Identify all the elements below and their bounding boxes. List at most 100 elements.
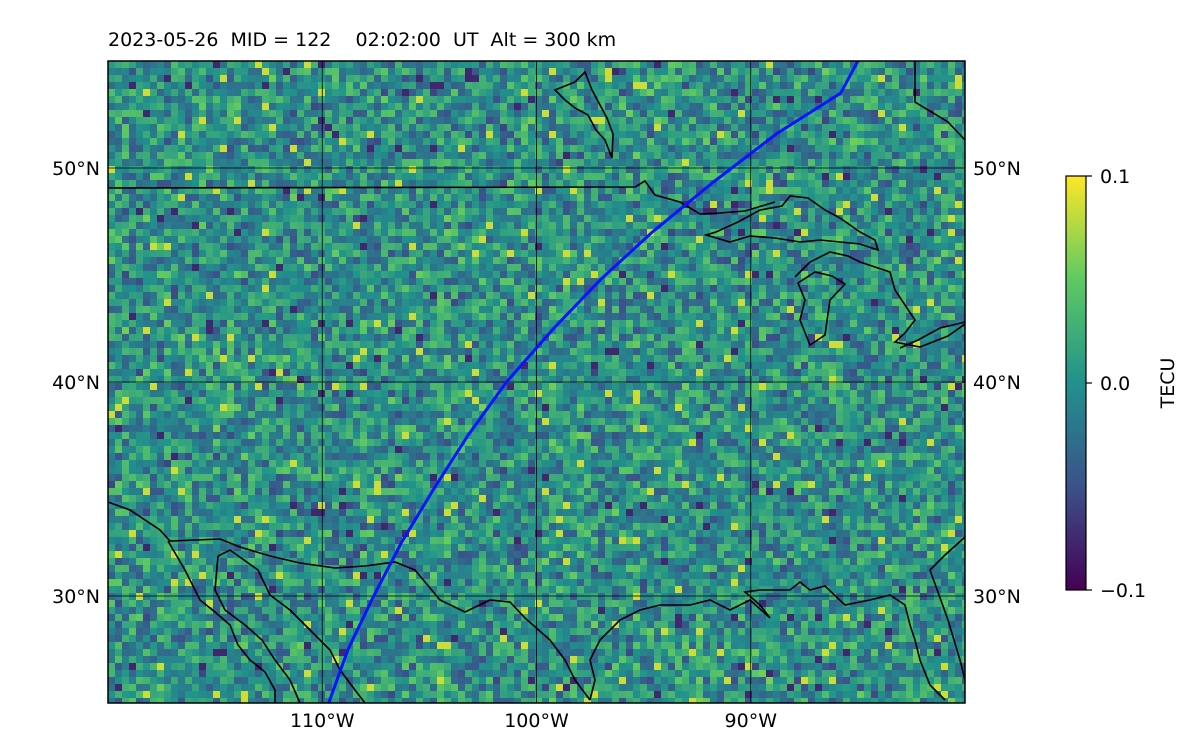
tec-cell	[423, 145, 430, 152]
tec-cell	[458, 89, 465, 96]
tec-cell	[185, 229, 192, 236]
tec-cell	[493, 117, 500, 124]
tec-cell	[752, 110, 759, 117]
tec-cell	[955, 82, 962, 89]
tec-cell	[353, 285, 360, 292]
tec-cell	[507, 327, 514, 334]
tec-cell	[178, 68, 185, 75]
tec-cell	[493, 327, 500, 334]
tec-cell	[857, 243, 864, 250]
tec-cell	[325, 306, 332, 313]
tec-cell	[367, 257, 374, 264]
tec-cell	[465, 68, 472, 75]
tec-cell	[556, 187, 563, 194]
tec-cell	[283, 124, 290, 131]
tec-cell	[920, 215, 927, 222]
tec-cell	[115, 180, 122, 187]
tec-cell	[220, 173, 227, 180]
tec-cell	[290, 145, 297, 152]
tec-cell	[766, 173, 773, 180]
tec-cell	[584, 215, 591, 222]
tec-cell	[220, 194, 227, 201]
tec-cell	[248, 159, 255, 166]
tec-cell	[850, 271, 857, 278]
tec-cell	[500, 278, 507, 285]
tec-cell	[381, 173, 388, 180]
tec-cell	[192, 96, 199, 103]
tec-cell	[486, 341, 493, 348]
tec-cell	[675, 257, 682, 264]
tec-cell	[934, 327, 941, 334]
tec-cell	[234, 285, 241, 292]
tec-cell	[829, 313, 836, 320]
tec-cell	[710, 208, 717, 215]
tec-cell	[206, 306, 213, 313]
tec-cell	[675, 124, 682, 131]
tec-cell	[633, 166, 640, 173]
tec-cell	[640, 334, 647, 341]
tec-cell	[843, 271, 850, 278]
tec-cell	[703, 201, 710, 208]
tec-cell	[920, 110, 927, 117]
tec-cell	[570, 194, 577, 201]
tec-cell	[213, 250, 220, 257]
tec-cell	[248, 124, 255, 131]
tec-cell	[661, 152, 668, 159]
tec-cell	[129, 299, 136, 306]
tec-cell	[164, 145, 171, 152]
tec-cell	[906, 82, 913, 89]
tec-cell	[752, 306, 759, 313]
tec-cell	[507, 341, 514, 348]
tec-cell	[122, 61, 129, 68]
tec-cell	[878, 96, 885, 103]
tec-cell	[752, 222, 759, 229]
tec-cell	[787, 194, 794, 201]
tec-cell	[248, 68, 255, 75]
tec-cell	[535, 208, 542, 215]
tec-cell	[633, 257, 640, 264]
tec-cell	[857, 334, 864, 341]
tec-cell	[185, 327, 192, 334]
tec-cell	[388, 299, 395, 306]
tec-cell	[332, 334, 339, 341]
tec-cell	[787, 152, 794, 159]
tec-cell	[115, 68, 122, 75]
tec-cell	[360, 292, 367, 299]
tec-cell	[696, 320, 703, 327]
tec-cell	[773, 271, 780, 278]
tec-cell	[234, 306, 241, 313]
tec-cell	[675, 96, 682, 103]
tec-cell	[605, 75, 612, 82]
tec-cell	[458, 110, 465, 117]
tec-cell	[486, 117, 493, 124]
tec-cell	[157, 299, 164, 306]
tec-cell	[549, 89, 556, 96]
tec-cell	[171, 61, 178, 68]
tec-cell	[297, 334, 304, 341]
tec-cell	[864, 327, 871, 334]
tec-cell	[885, 89, 892, 96]
tec-cell	[815, 75, 822, 82]
tec-cell	[227, 103, 234, 110]
tec-cell	[647, 61, 654, 68]
tec-cell	[374, 61, 381, 68]
tec-cell	[381, 320, 388, 327]
tec-cell	[724, 110, 731, 117]
tec-cell	[171, 313, 178, 320]
tec-cell	[297, 68, 304, 75]
tec-cell	[619, 243, 626, 250]
tec-cell	[955, 131, 962, 138]
tec-cell	[724, 96, 731, 103]
tec-cell	[549, 68, 556, 75]
tec-cell	[822, 117, 829, 124]
tec-cell	[521, 110, 528, 117]
tec-cell	[941, 208, 948, 215]
tec-cell	[143, 166, 150, 173]
tec-cell	[360, 285, 367, 292]
tec-cell	[906, 299, 913, 306]
tec-cell	[654, 124, 661, 131]
tec-cell	[591, 152, 598, 159]
tec-cell	[276, 159, 283, 166]
tec-cell	[934, 313, 941, 320]
tec-cell	[878, 166, 885, 173]
